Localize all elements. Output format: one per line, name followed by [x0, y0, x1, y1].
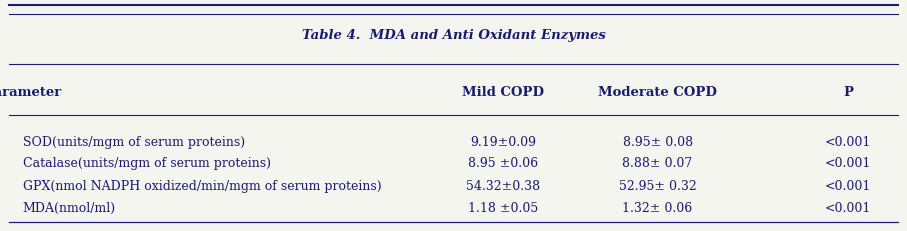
Text: 8.88± 0.07: 8.88± 0.07	[622, 156, 693, 169]
Text: 8.95 ±0.06: 8.95 ±0.06	[468, 156, 539, 169]
Text: 1.18 ±0.05: 1.18 ±0.05	[468, 201, 539, 214]
Text: P: P	[843, 86, 853, 99]
Text: Parameter: Parameter	[0, 86, 62, 99]
Text: <0.001: <0.001	[824, 136, 872, 149]
Text: 9.19±0.09: 9.19±0.09	[471, 136, 536, 149]
Text: 54.32±0.38: 54.32±0.38	[466, 179, 541, 192]
Text: SOD(units/mgm of serum proteins): SOD(units/mgm of serum proteins)	[23, 136, 245, 149]
Text: GPX(nmol NADPH oxidized/min/mgm of serum proteins): GPX(nmol NADPH oxidized/min/mgm of serum…	[23, 179, 381, 192]
Text: Table 4.  MDA and Anti Oxidant Enzymes: Table 4. MDA and Anti Oxidant Enzymes	[301, 29, 606, 42]
Text: Moderate COPD: Moderate COPD	[598, 86, 717, 99]
Text: MDA(nmol/ml): MDA(nmol/ml)	[23, 201, 116, 214]
Text: <0.001: <0.001	[824, 156, 872, 169]
Text: Mild COPD: Mild COPD	[463, 86, 544, 99]
Text: 52.95± 0.32: 52.95± 0.32	[619, 179, 697, 192]
Text: <0.001: <0.001	[824, 179, 872, 192]
Text: 8.95± 0.08: 8.95± 0.08	[622, 136, 693, 149]
Text: <0.001: <0.001	[824, 201, 872, 214]
Text: Catalase(units/mgm of serum proteins): Catalase(units/mgm of serum proteins)	[23, 156, 270, 169]
Text: 1.32± 0.06: 1.32± 0.06	[622, 201, 693, 214]
